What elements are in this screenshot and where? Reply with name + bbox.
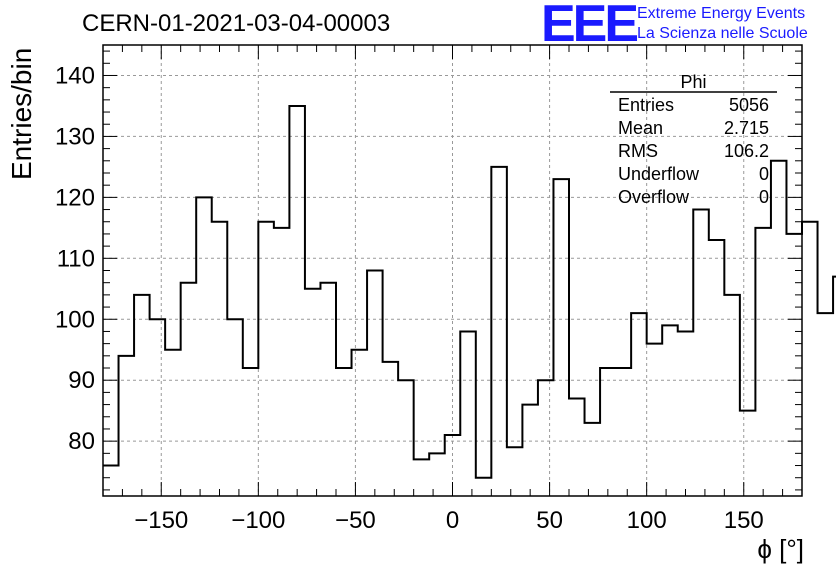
x-tick-label: −50 [335, 507, 376, 534]
x-tick-label: −150 [134, 507, 188, 534]
stats-row-label: Underflow [618, 164, 700, 184]
y-tick-label: 90 [68, 367, 95, 394]
histogram-outline [103, 104, 836, 479]
stats-row-value: 0 [759, 164, 769, 184]
logo-line-2: La Scienza nelle Scuole [637, 25, 808, 42]
stats-row-label: Mean [618, 118, 663, 138]
stats-row-value: 5056 [729, 95, 769, 115]
stats-row-value: 106.2 [724, 141, 769, 161]
logo-line-1: Extreme Energy Events [637, 5, 806, 22]
page-title: CERN-01-2021-03-04-00003 [82, 10, 391, 37]
stats-row-label: Overflow [618, 187, 690, 207]
stats-box-name: Phi [680, 72, 706, 92]
y-tick-label: 120 [55, 184, 95, 211]
y-tick-label: 80 [68, 428, 95, 455]
eee-logo-mark: EEE [541, 0, 639, 53]
stats-row-value: 0 [759, 187, 769, 207]
x-tick-label: −100 [231, 507, 285, 534]
stats-row-value: 2.715 [724, 118, 769, 138]
x-tick-label: 150 [724, 507, 764, 534]
y-tick-label: 140 [55, 62, 95, 89]
y-tick-label: 130 [55, 123, 95, 150]
stats-row-label: RMS [618, 141, 658, 161]
x-axis-label: ϕ [°] [757, 534, 804, 564]
stats-row-label: Entries [618, 95, 674, 115]
x-tick-label: 50 [536, 507, 563, 534]
x-tick-label: 0 [446, 507, 459, 534]
y-tick-label: 110 [57, 245, 95, 272]
y-tick-label: 100 [55, 306, 95, 333]
x-tick-label: 100 [627, 507, 667, 534]
